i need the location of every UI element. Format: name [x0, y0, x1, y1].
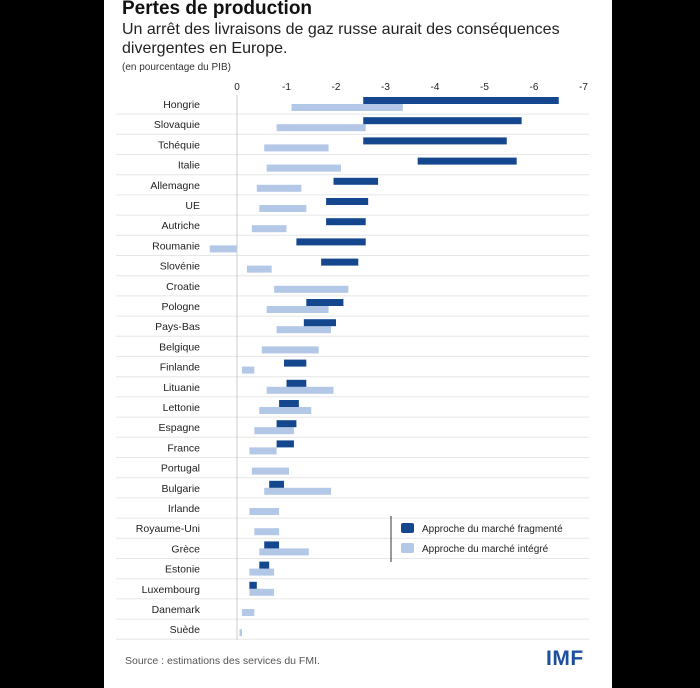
x-tick-label: 0	[234, 82, 240, 93]
bar-integrated	[259, 407, 312, 414]
category-label: Italie	[178, 160, 200, 172]
category-label: Lettonie	[163, 402, 201, 414]
legend-label-fragmented: Approche du marché fragmenté	[422, 524, 563, 535]
category-label: Portugal	[161, 463, 200, 475]
category-label: Roumanie	[152, 240, 200, 252]
bar-fragmented	[326, 218, 366, 226]
bar-integrated	[254, 427, 294, 435]
category-label: Finlande	[160, 362, 200, 374]
bar-integrated	[256, 184, 302, 192]
bar-integrated	[259, 205, 307, 212]
bar-integrated	[276, 326, 332, 334]
bar-fragmented	[306, 299, 344, 306]
category-label: Belgique	[159, 341, 200, 353]
category-label: Lituanie	[163, 382, 200, 394]
bar-fragmented	[264, 541, 280, 549]
bar-integrated	[266, 164, 341, 172]
bar-fragmented	[249, 581, 257, 589]
x-tick-label: -3	[381, 82, 390, 93]
bar-integrated	[261, 346, 319, 354]
bar-integrated	[241, 366, 255, 374]
x-tick-label: -5	[480, 82, 489, 93]
bar-integrated	[251, 225, 287, 233]
x-tick-label: -2	[332, 82, 341, 93]
category-label: Pologne	[161, 301, 200, 313]
x-tick-label: -1	[282, 82, 291, 93]
bar-integrated	[276, 124, 366, 132]
bar-integrated	[209, 245, 237, 253]
category-label: UE	[185, 200, 200, 212]
category-label: Royaume-Uni	[136, 523, 200, 535]
bar-fragmented	[363, 97, 559, 104]
bar-integrated	[266, 306, 329, 313]
x-tick-label: -4	[431, 82, 440, 93]
x-tick-label: -7	[579, 82, 588, 93]
category-label: Suède	[170, 624, 201, 636]
category-label: Irlande	[168, 503, 200, 515]
bar-fragmented	[363, 117, 522, 125]
chart-plot: 0 -1 -2 -3 -4 -5 -6 -7 Hongrie Slovaquie Tchéquie I…	[116, 82, 589, 640]
category-label: Croatie	[166, 281, 200, 293]
bar-integrated	[246, 265, 272, 273]
bar-integrated	[264, 487, 332, 495]
bar-fragmented	[363, 137, 507, 145]
bar-integrated	[291, 104, 403, 111]
category-label: Luxembourg	[142, 584, 201, 596]
bar-fragmented	[303, 319, 336, 327]
category-label: Slovaquie	[154, 119, 200, 131]
chart-card: Pertes de production Un arrêt des livrai…	[104, 0, 612, 688]
category-label: Grèce	[171, 543, 200, 555]
bar-fragmented	[276, 420, 297, 428]
bar-integrated	[249, 588, 275, 596]
bar-fragmented	[284, 359, 307, 367]
legend-label-integrated: Approche du marché intégré	[422, 544, 549, 555]
category-label: Pays-Bas	[155, 321, 200, 333]
bar-fragmented	[286, 379, 307, 387]
bar-fragmented	[269, 480, 285, 488]
bar-fragmented	[321, 258, 359, 266]
category-label: Autriche	[161, 220, 200, 232]
bar-fragmented	[276, 440, 294, 448]
chart-subtitle: Un arrêt des livraisons de gaz russe aur…	[122, 21, 560, 57]
bar-integrated	[264, 144, 329, 152]
bar-integrated	[249, 568, 275, 576]
bar-fragmented	[333, 177, 379, 185]
category-label: Bulgarie	[161, 483, 200, 495]
imf-logo: IMF	[546, 647, 584, 670]
bar-integrated	[249, 508, 280, 515]
bar-fragmented	[279, 400, 299, 407]
legend-swatch-fragmented	[401, 523, 414, 533]
bar-integrated	[249, 447, 277, 455]
bar-fragmented	[259, 561, 270, 569]
category-label: Slovénie	[160, 261, 200, 273]
bar-integrated	[241, 609, 255, 616]
bar-fragmented	[326, 198, 369, 205]
category-label: Danemark	[152, 604, 201, 616]
category-label: France	[167, 442, 200, 454]
bar-integrated	[266, 386, 334, 394]
source-note: Source : estimations des services du FMI…	[125, 655, 320, 667]
category-label: Espagne	[159, 422, 201, 434]
bar-integrated	[259, 548, 309, 556]
category-label: Hongrie	[163, 99, 200, 111]
bar-integrated	[274, 285, 349, 293]
chart-title: Pertes de production	[122, 0, 313, 19]
legend-swatch-integrated	[401, 543, 414, 553]
bar-integrated	[239, 629, 242, 637]
x-tick-label: -6	[530, 82, 539, 93]
category-label: Tchéquie	[158, 139, 200, 151]
category-label: Estonie	[165, 564, 200, 576]
bar-integrated	[251, 467, 289, 475]
unit-note: (en pourcentage du PIB)	[122, 62, 231, 73]
bar-fragmented	[296, 238, 366, 246]
bar-fragmented	[417, 157, 517, 165]
bar-integrated	[254, 528, 280, 536]
category-label: Allemagne	[150, 180, 200, 192]
